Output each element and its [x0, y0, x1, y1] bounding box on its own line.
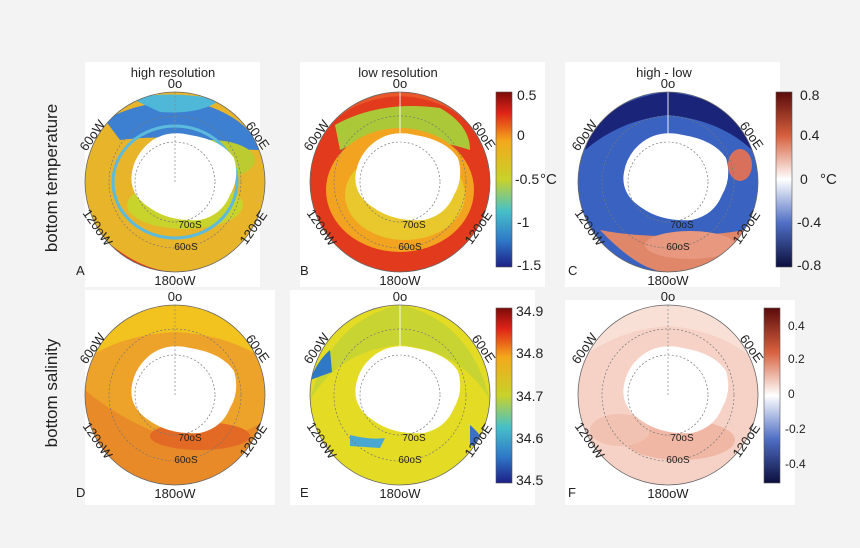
- map-panel-c: 0o 180oW 60oW 60oE 120oW 120oE 70oS 60oS…: [568, 76, 767, 288]
- latitude-label-60s: 60oS: [174, 455, 198, 466]
- panel-letter-c: C: [568, 263, 577, 278]
- colorbar-tick: 34.7: [516, 388, 543, 404]
- panel-letter-b: B: [300, 263, 309, 278]
- latitude-circle-60s: [333, 115, 467, 249]
- latitude-label-70s: 70oS: [178, 220, 202, 231]
- colorbar-tick: 0: [517, 127, 525, 143]
- antarctica-landmass: [355, 346, 461, 434]
- latitude-circle-60s: [601, 115, 735, 249]
- map-border: [577, 91, 759, 273]
- colorbar-temperature: 0.5 0 -0.5 °C -1 -1.5: [495, 87, 557, 273]
- latitude-label-60s: 60oS: [398, 455, 422, 466]
- colorbar-salinity: 34.9 34.8 34.7 34.6 34.5: [495, 303, 543, 488]
- column-title-diff: high - low: [636, 65, 692, 80]
- antarctica-landmass: [623, 133, 729, 221]
- meridian-label-180w: 180oW: [647, 273, 689, 288]
- antarctica-landmass: [131, 133, 237, 221]
- latitude-label-60s: 60oS: [666, 455, 690, 466]
- map-panel-f: 0o 180oW 60oW 60oE 120oW 120oE 70oS 60oS…: [568, 289, 767, 501]
- colorbar-unit: °C: [540, 171, 557, 188]
- colorbar-gradient: [763, 307, 781, 484]
- map-border: [577, 304, 759, 486]
- colorbar-tick: -0.8: [797, 257, 821, 273]
- colorbar-tick: 0.5: [517, 87, 537, 103]
- meridian-label-180w: 180oW: [647, 486, 689, 501]
- antarctica-landmass: [131, 346, 237, 434]
- colorbar-gradient: [495, 307, 513, 484]
- colorbar-tick: 0.8: [800, 87, 820, 103]
- meridian-label-0: 0o: [661, 289, 675, 304]
- meridian-label-180w: 180oW: [154, 273, 196, 288]
- colorbar-tick: -0.4: [797, 214, 821, 230]
- map-border: [309, 91, 491, 273]
- meridian-label-180w: 180oW: [379, 486, 421, 501]
- colorbar-temperature-diff: 0.8 0.4 0 °C -0.4 -0.8: [775, 87, 837, 273]
- map-panel-a: 0o 180oW 60oW 60oE 120oW 120oE 70oS 60oS…: [76, 76, 273, 288]
- map-panel-d: 0o 180oW 60oW 60oE 120oW 120oE 70oS 60oS…: [76, 289, 273, 501]
- antarctica-landmass: [355, 133, 461, 221]
- antarctica-landmass: [623, 346, 729, 434]
- map-panel-b: 0o 180oW 60oW 60oE 120oW 120oE 70oS 60oS…: [300, 76, 499, 288]
- colorbar-salinity-diff: 0.4 0.2 0 -0.2 -0.4: [763, 307, 806, 484]
- latitude-label-70s: 70oS: [670, 220, 694, 231]
- colorbar-unit: °C: [820, 171, 837, 188]
- column-title-low: low resolution: [358, 65, 438, 80]
- colorbar-tick: 0: [800, 171, 808, 187]
- panel-letter-e: E: [300, 485, 309, 500]
- latitude-label-70s: 70oS: [670, 433, 694, 444]
- latitude-label-60s: 60oS: [666, 242, 690, 253]
- column-title-high: high resolution: [131, 65, 216, 80]
- latitude-label-70s: 70oS: [178, 433, 202, 444]
- map-panel-e: 0o 180oW 60oW 60oE 120oW 120oE 70oS 60oS…: [300, 289, 499, 501]
- meridian-label-0: 0o: [168, 76, 182, 91]
- panel-letter-d: D: [76, 485, 85, 500]
- colorbar-gradient: [495, 91, 513, 268]
- colorbar-tick: -1: [517, 214, 530, 230]
- latitude-label-60s: 60oS: [398, 242, 422, 253]
- colorbar-tick: 34.6: [516, 430, 543, 446]
- map-border: [84, 304, 266, 486]
- colorbar-tick: -1.5: [517, 257, 541, 273]
- meridian-label-0: 0o: [393, 289, 407, 304]
- row-label-salinity: bottom salinity: [42, 338, 61, 447]
- colorbar-gradient: [775, 91, 793, 268]
- meridian-label-0: 0o: [661, 76, 675, 91]
- row-label-temperature: bottom temperature: [42, 104, 61, 252]
- colorbar-tick: -0.4: [785, 457, 806, 471]
- latitude-label-70s: 70oS: [402, 433, 426, 444]
- colorbar-tick: 34.8: [516, 345, 543, 361]
- colorbar-tick: -0.5: [515, 171, 539, 187]
- latitude-circle-60s: [333, 328, 467, 462]
- panel-letter-a: A: [76, 263, 85, 278]
- colorbar-tick: 34.9: [516, 303, 543, 319]
- latitude-label-70s: 70oS: [402, 220, 426, 231]
- meridian-label-180w: 180oW: [379, 273, 421, 288]
- colorbar-tick: 0.4: [800, 127, 820, 143]
- colorbar-tick: 0.4: [788, 319, 805, 333]
- map-border: [84, 91, 266, 273]
- colorbar-tick: 0.2: [788, 352, 805, 366]
- latitude-circle-60s: [601, 328, 735, 462]
- map-border: [309, 304, 491, 486]
- latitude-circle-60s: [108, 328, 242, 462]
- latitude-label-60s: 60oS: [174, 242, 198, 253]
- panel-letter-f: F: [568, 485, 576, 500]
- latitude-circle-60s: [108, 115, 242, 249]
- meridian-label-0: 0o: [168, 289, 182, 304]
- colorbar-tick: 34.5: [516, 472, 543, 488]
- colorbar-tick: -0.2: [785, 422, 806, 436]
- meridian-label-180w: 180oW: [154, 486, 196, 501]
- colorbar-tick: 0: [788, 387, 795, 401]
- meridian-label-0: 0o: [393, 76, 407, 91]
